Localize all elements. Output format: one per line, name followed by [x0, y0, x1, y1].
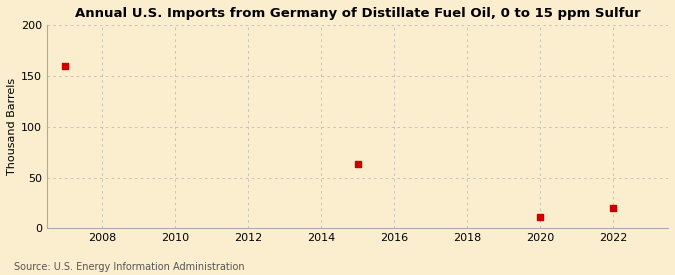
Point — [60, 64, 71, 68]
Title: Annual U.S. Imports from Germany of Distillate Fuel Oil, 0 to 15 ppm Sulfur: Annual U.S. Imports from Germany of Dist… — [75, 7, 641, 20]
Y-axis label: Thousand Barrels: Thousand Barrels — [7, 78, 17, 175]
Point — [352, 162, 363, 167]
Point — [535, 215, 545, 219]
Text: Source: U.S. Energy Information Administration: Source: U.S. Energy Information Administ… — [14, 262, 244, 272]
Point — [608, 206, 619, 210]
